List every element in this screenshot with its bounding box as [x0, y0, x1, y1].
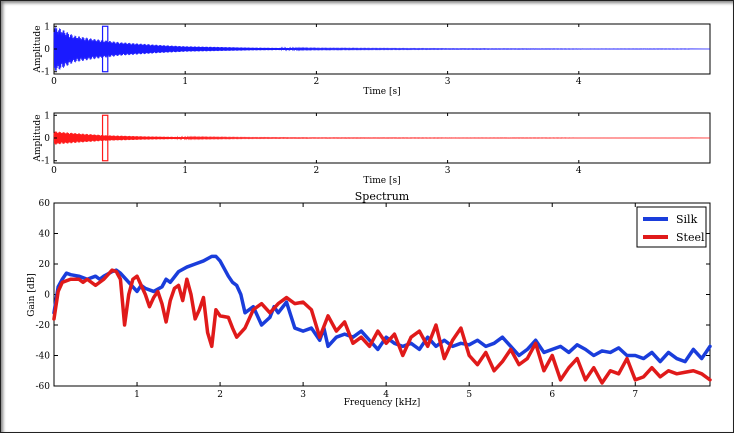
- spectrum-title: Spectrum: [355, 190, 410, 203]
- spectrum-ylabel: Gain [dB]: [27, 273, 37, 317]
- x-tick-label: 4: [576, 77, 582, 87]
- x-tick-label: 6: [549, 390, 555, 400]
- waveform-top-ticks: 0 1 2 3 410-1: [41, 22, 582, 87]
- waveform-bottom-ylabel: Amplitude: [33, 114, 43, 162]
- x-tick-label: 2: [314, 166, 320, 176]
- x-tick-label: 2: [314, 77, 320, 87]
- y-tick-label: -60: [36, 382, 51, 392]
- x-tick-label: 5: [466, 390, 472, 400]
- spectrum-axes: [53, 202, 711, 387]
- x-tick-label: 4: [576, 166, 582, 176]
- spectrum-panel: Spectrum 1 2 3 4 5 6 7 60 40 20 0 -20 -40 -60 Frequen…: [27, 190, 712, 408]
- legend-box: [636, 206, 707, 248]
- y-tick-label: 40: [39, 230, 51, 240]
- x-tick-label: 2: [217, 390, 223, 400]
- series-line-steel: [52, 268, 712, 385]
- x-tick-label: 3: [445, 166, 451, 176]
- y-tick-label: -40: [36, 352, 51, 362]
- x-tick-label: 4: [383, 390, 389, 400]
- y-tick-label: 0: [44, 45, 50, 55]
- waveform-top-signal: [53, 26, 711, 71]
- x-tick-label: 0: [51, 77, 57, 87]
- legend-label-silk: Silk: [676, 213, 698, 226]
- waveform-bottom-ticks: 0 1 2 3 410-1: [41, 111, 582, 176]
- waveform-bottom-signal: [53, 131, 711, 145]
- waveform-bottom-panel: 0 1 2 3 410-1 Time [s] Amplitude: [33, 111, 711, 186]
- spectrum-xlabel: Frequency [kHz]: [344, 398, 421, 408]
- y-tick-label: 1: [44, 111, 50, 121]
- spectrum-legend: Silk Steel: [636, 206, 707, 248]
- spectrum-lines: [52, 254, 712, 385]
- y-tick-label: -1: [41, 157, 50, 167]
- waveform-top-panel: 0 1 2 3 410-1 Time [s] Amplitude: [33, 22, 711, 97]
- series-line-silk: [52, 254, 712, 364]
- waveform-bottom-xlabel: Time [s]: [363, 176, 400, 186]
- y-tick-label: 0: [44, 134, 50, 144]
- y-tick-label: 20: [39, 260, 51, 270]
- y-tick-label: -1: [41, 68, 50, 78]
- x-tick-label: 3: [445, 77, 451, 87]
- x-tick-label: 1: [134, 390, 140, 400]
- waveform-bottom-highlight-window: [101, 114, 109, 162]
- y-tick-label: -20: [36, 321, 51, 331]
- legend-label-steel: Steel: [676, 231, 705, 244]
- x-tick-label: 0: [51, 166, 57, 176]
- waveform-top-ylabel: Amplitude: [33, 25, 43, 73]
- spectrum-ticks: 1 2 3 4 5 6 7 60 40 20 0 -20 -40 -60: [36, 199, 710, 400]
- waveform-top-xlabel: Time [s]: [363, 87, 400, 97]
- y-tick-label: 0: [44, 291, 50, 301]
- x-tick-label: 7: [632, 390, 638, 400]
- x-tick-label: 3: [300, 390, 306, 400]
- y-tick-label: 60: [39, 199, 51, 209]
- y-tick-label: 1: [44, 22, 50, 32]
- x-tick-label: 1: [182, 166, 188, 176]
- waveform-top-highlight-window: [101, 25, 109, 73]
- x-tick-label: 1: [182, 77, 188, 87]
